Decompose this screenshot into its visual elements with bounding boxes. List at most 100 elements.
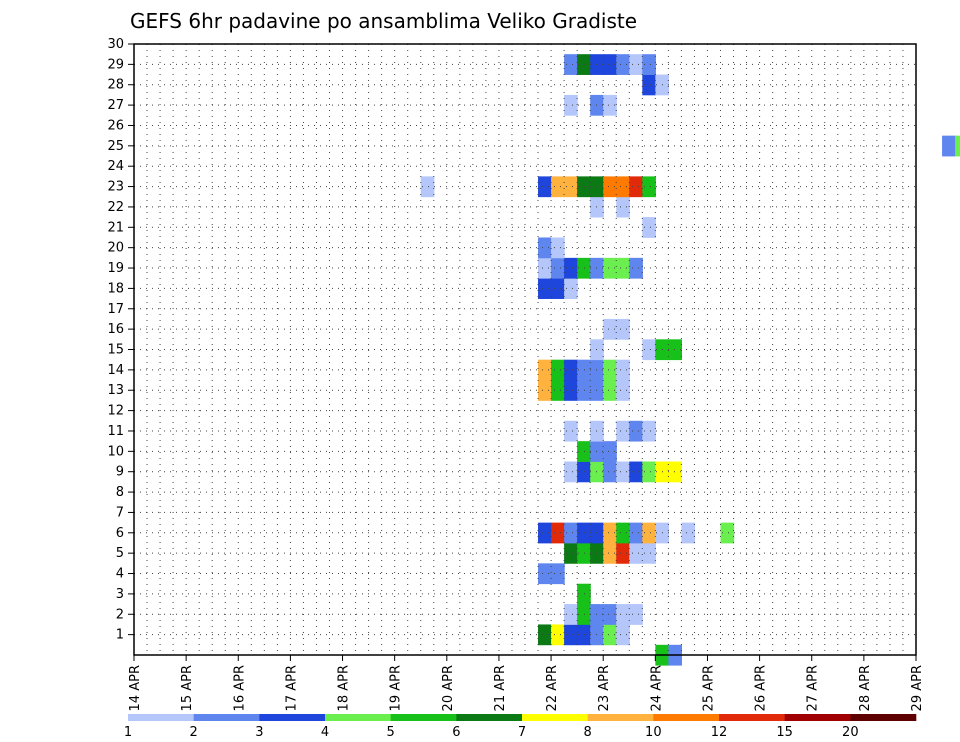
heatmap-cell	[551, 380, 565, 401]
heatmap-cell	[616, 461, 630, 483]
heatmap-cell	[577, 542, 591, 564]
y-tick-label: 28	[107, 78, 124, 93]
x-tick-label: 19 APR	[389, 665, 404, 711]
heatmap-cell	[538, 380, 552, 401]
heatmap-cell	[603, 318, 617, 340]
heatmap-cell	[577, 257, 591, 279]
heatmap-cell	[577, 522, 591, 544]
heatmap-cell	[616, 176, 630, 198]
heatmap-cell	[538, 278, 552, 299]
heatmap-cell	[538, 624, 552, 646]
y-tick-label: 16	[107, 322, 124, 337]
heatmap-cell	[577, 461, 591, 483]
heatmap-cell	[564, 420, 578, 442]
x-tick-label: 22 APR	[545, 665, 560, 711]
heatmap-cell	[616, 522, 630, 544]
y-tick-label: 1	[116, 628, 124, 643]
colorbar-segment	[259, 714, 326, 721]
heatmap-cell	[551, 278, 565, 299]
colorbar-label: 20	[842, 725, 859, 740]
heatmap-cell	[420, 176, 435, 198]
axes: 1234567891011121314151617181920212223242…	[107, 37, 925, 711]
heatmap-cell	[564, 94, 578, 116]
y-tick-label: 27	[107, 98, 124, 113]
heatmap-cell	[642, 54, 656, 75]
heatmap-cell	[629, 522, 643, 544]
heatmap-cell	[629, 54, 643, 75]
y-tick-label: 26	[107, 118, 124, 133]
heatmap-cell	[942, 135, 956, 157]
heatmap-cell	[564, 176, 578, 198]
colorbar-segment	[850, 714, 917, 721]
y-tick-label: 3	[116, 587, 124, 602]
heatmap-cell	[538, 257, 552, 279]
heatmap-cell	[616, 380, 630, 401]
colorbar-segment	[719, 714, 785, 721]
heatmap-cell	[564, 257, 578, 279]
heatmap-cell	[564, 604, 578, 625]
heatmap-cell	[642, 217, 656, 238]
heatmap-cell	[551, 237, 565, 259]
colorbar-segment	[193, 714, 260, 721]
colorbar-label: 2	[190, 725, 198, 740]
heatmap-cell	[603, 461, 617, 483]
heatmap-cell	[564, 461, 578, 483]
y-tick-label: 6	[116, 526, 124, 541]
colorbar-label: 8	[584, 725, 592, 740]
y-tick-label: 7	[116, 505, 124, 520]
heatmap-cell	[629, 542, 643, 564]
colorbar-segment	[522, 714, 588, 721]
heatmap-cell	[616, 196, 630, 218]
colorbar-segment	[653, 714, 720, 721]
heatmap-cell	[603, 359, 617, 381]
y-tick-label: 25	[107, 139, 124, 154]
heatmap-cell	[616, 604, 630, 625]
heatmap-cell	[564, 542, 578, 564]
y-tick-label: 8	[116, 485, 124, 500]
heatmap-cell	[616, 542, 630, 564]
x-tick-label: 26 APR	[754, 665, 769, 711]
x-tick-label: 14 APR	[128, 665, 143, 711]
heatmap-cell	[551, 624, 565, 646]
y-tick-label: 23	[107, 180, 124, 195]
heatmap-cell	[616, 318, 630, 340]
heatmap-cell	[577, 583, 591, 605]
heatmap-cell	[629, 257, 643, 279]
colorbar-segment	[784, 714, 851, 721]
heatmap-cell	[681, 522, 696, 544]
y-tick-label: 4	[116, 567, 124, 582]
heatmap-cell	[629, 176, 643, 198]
heatmap-cell	[629, 420, 643, 442]
heatmap-cell	[551, 563, 565, 585]
x-tick-label: 29 APR	[910, 665, 925, 711]
colorbar-label: 5	[387, 725, 395, 740]
heatmap-cell	[603, 176, 617, 198]
heatmap-cell	[642, 420, 656, 442]
heatmap-cell	[603, 94, 617, 116]
y-tick-label: 9	[116, 465, 124, 480]
heatmap-cell	[720, 522, 735, 544]
heatmap-cell	[577, 380, 591, 401]
chart-title: GEFS 6hr padavine po ansamblima Veliko G…	[130, 9, 637, 33]
y-tick-label: 22	[107, 200, 124, 215]
colorbar-label: 1	[124, 725, 132, 740]
heatmap-cell	[538, 522, 552, 544]
x-tick-label: 28 APR	[858, 665, 873, 711]
y-tick-label: 10	[107, 444, 124, 459]
heatmap-cell	[577, 604, 591, 625]
heatmap-cell	[577, 441, 591, 462]
x-tick-label: 23 APR	[597, 665, 612, 711]
heatmap-cell	[603, 54, 617, 75]
colorbar-label: 10	[645, 725, 662, 740]
heatmap-cell	[955, 135, 960, 157]
heatmap-cell	[564, 380, 578, 401]
colorbar-label: 12	[711, 725, 728, 740]
y-tick-label: 18	[107, 281, 124, 296]
colorbar-label: 3	[255, 725, 263, 740]
x-tick-label: 20 APR	[441, 665, 456, 711]
colorbar-segment	[325, 714, 391, 721]
heatmap-cell	[603, 624, 617, 646]
y-tick-label: 19	[107, 261, 124, 276]
colorbar: 1 2 3 4 5 6 7 8 10 12 15 20	[124, 714, 917, 740]
colorbar-label: 7	[518, 725, 526, 740]
